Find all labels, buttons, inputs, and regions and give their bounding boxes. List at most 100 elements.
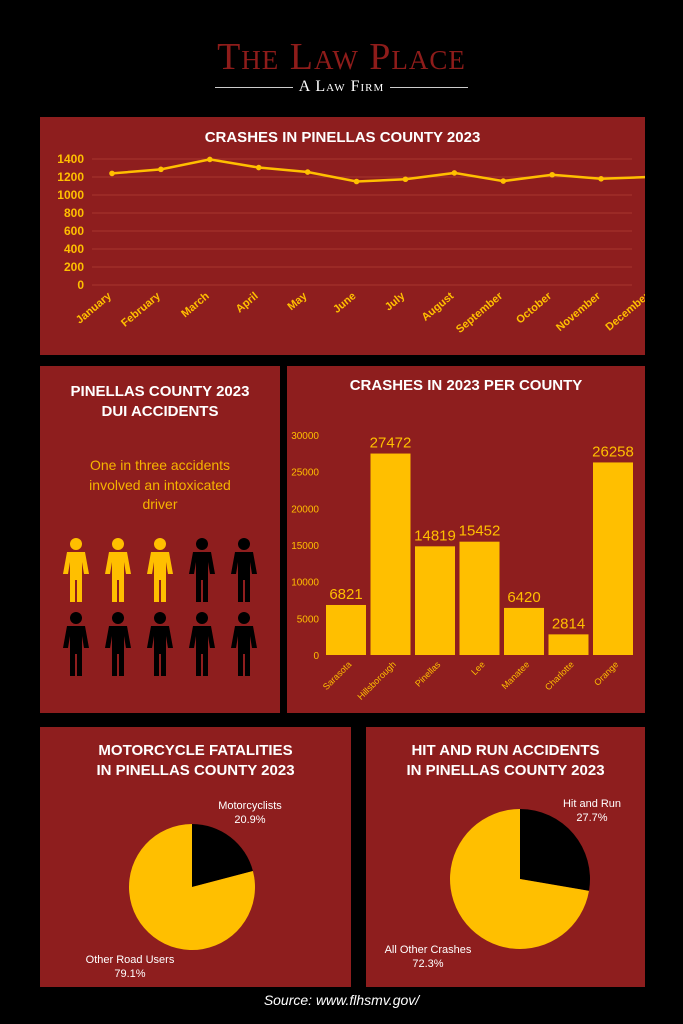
line-chart-point: [255, 164, 262, 171]
dui-title-line2: DUI ACCIDENTS: [101, 402, 219, 420]
line-chart-x-tick: June: [331, 290, 358, 316]
line-chart-point: [598, 176, 604, 182]
hit-and-run-slice-value: 27.7%: [576, 812, 608, 825]
person-body: [63, 552, 89, 602]
bar-chart-x-tick: Sarasota: [321, 659, 354, 692]
line-chart-y-tick: 400: [64, 242, 84, 256]
person-icon: [231, 612, 257, 676]
hit-and-run-pie-chart: [450, 809, 590, 949]
person-head: [154, 612, 166, 624]
all-other-crashes-value: 72.3%: [412, 958, 444, 971]
hit-and-run-title-line1: HIT AND RUN ACCIDENTS: [411, 742, 600, 759]
person-icon: [147, 612, 173, 676]
line-chart-x-tick: August: [420, 290, 457, 324]
hit-and-run-slice-label: Hit and Run 27.7%: [546, 797, 638, 826]
bar-chart-x-tick: Manatee: [500, 659, 532, 691]
person-head: [70, 612, 82, 624]
line-chart-point: [158, 166, 164, 173]
brand-header: The Law Place A Law Firm: [0, 38, 683, 96]
line-chart-point: [402, 176, 409, 183]
line-chart-panel: CRASHES IN PINELLAS COUNTY 2023 0 200 400 6…: [40, 117, 645, 355]
line-chart-point: [549, 171, 555, 178]
person-head: [70, 538, 82, 550]
hit-and-run-panel: HIT AND RUN ACCIDENTS IN PINELLAS COUNTY…: [366, 727, 645, 987]
line-chart-y-tick: 0: [77, 278, 84, 292]
bar-chart-y-tick: 30000: [291, 431, 319, 442]
person-head: [196, 538, 208, 550]
line-chart-point: [304, 169, 311, 175]
bar-chart-y-tick: 5000: [297, 614, 320, 625]
people-icon-grid: [63, 538, 257, 676]
pie-slice-0: [520, 809, 590, 891]
person-icon: [105, 538, 131, 602]
line-chart-point: [207, 156, 213, 163]
person-icon: [231, 538, 257, 602]
person-body: [231, 626, 257, 676]
person-head: [238, 538, 250, 550]
dui-title: PINELLAS COUNTY 2023 DUI ACCIDENTS: [40, 382, 280, 421]
person-head: [196, 612, 208, 624]
bar-chart-x-tick: Lee: [469, 659, 487, 677]
line-chart-point: [451, 170, 458, 176]
dui-text-line1: One in three accidents: [89, 457, 231, 473]
person-body: [105, 552, 131, 602]
bar-chart-x-tick: Pinellas: [413, 659, 443, 689]
line-chart-x-tick: November: [554, 290, 603, 334]
person-body: [231, 552, 257, 602]
pie-slice-1: [450, 809, 589, 949]
motorcycle-title: MOTORCYCLE FATALITIES IN PINELLAS COUNTY…: [40, 741, 351, 780]
line-chart-y-tick: 800: [64, 206, 84, 220]
bar-chart-y-tick: 20000: [291, 504, 319, 515]
other-road-users-label: Other Road Users 79.1%: [75, 953, 185, 982]
line-chart-y-tick: 1200: [57, 170, 84, 184]
person-head: [238, 612, 250, 624]
person-body: [189, 626, 215, 676]
person-body: [147, 626, 173, 676]
other-road-users-name: Other Road Users: [85, 954, 175, 966]
brand-divider-left: [214, 86, 293, 88]
bar-chart-value-label: 6821: [329, 586, 362, 603]
hit-and-run-slice-name: Hit and Run: [562, 798, 622, 810]
motorcycle-slice-label: Motorcyclists 20.9%: [200, 799, 300, 828]
line-chart-x-tick: April: [234, 290, 261, 315]
motorcycle-pie-chart: [129, 824, 255, 950]
person-body: [189, 552, 215, 602]
person-icon: [189, 612, 215, 676]
bar-chart-bar: [593, 462, 633, 655]
brand-subtitle-row: A Law Firm: [0, 78, 683, 96]
person-head: [154, 538, 166, 550]
brand-subtitle: A Law Firm: [298, 78, 385, 95]
all-other-crashes-name: All Other Crashes: [384, 944, 472, 956]
bar-chart-value-label: 14819: [414, 527, 456, 544]
bar-chart-x-tick: Orange: [592, 659, 620, 687]
line-chart-y-tick: 600: [64, 224, 84, 238]
bar-chart-y-tick: 15000: [291, 541, 319, 552]
dui-text-line2: involved an intoxicated: [89, 476, 231, 493]
bar-chart-bar: [370, 453, 411, 655]
bar-chart-bar: [459, 541, 500, 655]
person-icon: [63, 612, 89, 676]
line-chart-x-tick: July: [383, 290, 408, 314]
bar-chart-y-tick: 25000: [291, 468, 319, 479]
person-body: [63, 626, 89, 676]
person-head: [112, 612, 124, 624]
bar-chart-value-label: 15452: [459, 523, 501, 540]
bar-chart-title: CRASHES IN 2023 PER COUNTY: [349, 377, 583, 394]
dui-description: One in three accidents involved an intox…: [40, 456, 280, 515]
line-chart-x-tick: January: [74, 290, 115, 327]
brand-title: The Law Place: [217, 36, 466, 78]
line-chart: 0 200 400 600 800 1000 1200 1400 January February…: [57, 152, 645, 336]
bar-chart: 0 5000 10000 15000 20000 25000 30000 6821 Saraso…: [291, 431, 634, 702]
bar-chart-bar: [326, 604, 366, 655]
pie-slice-1: [129, 824, 255, 950]
hit-and-run-title: HIT AND RUN ACCIDENTS IN PINELLAS COUNTY…: [366, 741, 645, 780]
bar-chart-x-tick: Charlotte: [543, 659, 576, 692]
person-icon: [63, 538, 89, 602]
line-chart-y-tick: 200: [64, 260, 84, 274]
person-head: [112, 538, 124, 550]
bar-chart-bar: [415, 546, 455, 655]
line-chart-y-tick: 1400: [57, 152, 84, 166]
line-chart-y-tick: 1000: [57, 188, 84, 202]
all-other-crashes-label: All Other Crashes 72.3%: [368, 943, 488, 972]
bar-chart-value-label: 27472: [370, 435, 412, 452]
